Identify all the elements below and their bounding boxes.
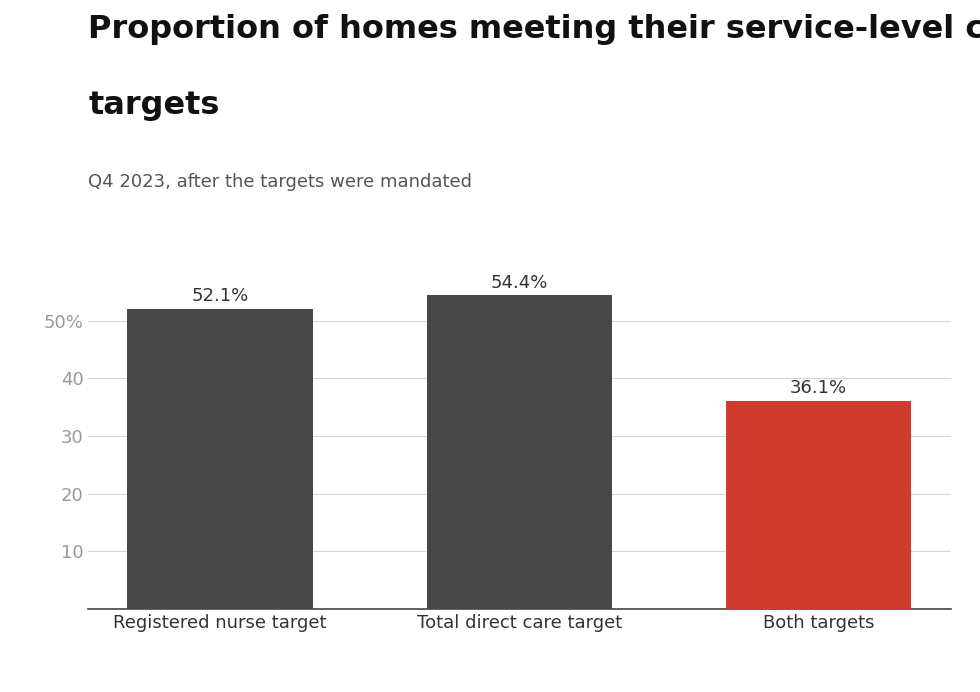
Bar (726, 401, 911, 609)
Text: 54.4%: 54.4% (491, 274, 548, 292)
Text: 36.1%: 36.1% (790, 379, 847, 397)
Bar (426, 295, 612, 609)
Text: 52.1%: 52.1% (191, 287, 249, 305)
Text: Q4 2023, after the targets were mandated: Q4 2023, after the targets were mandated (88, 173, 472, 191)
Text: targets: targets (88, 90, 220, 121)
Text: Proportion of homes meeting their service-level care minute: Proportion of homes meeting their servic… (88, 14, 980, 45)
Bar (127, 309, 313, 609)
